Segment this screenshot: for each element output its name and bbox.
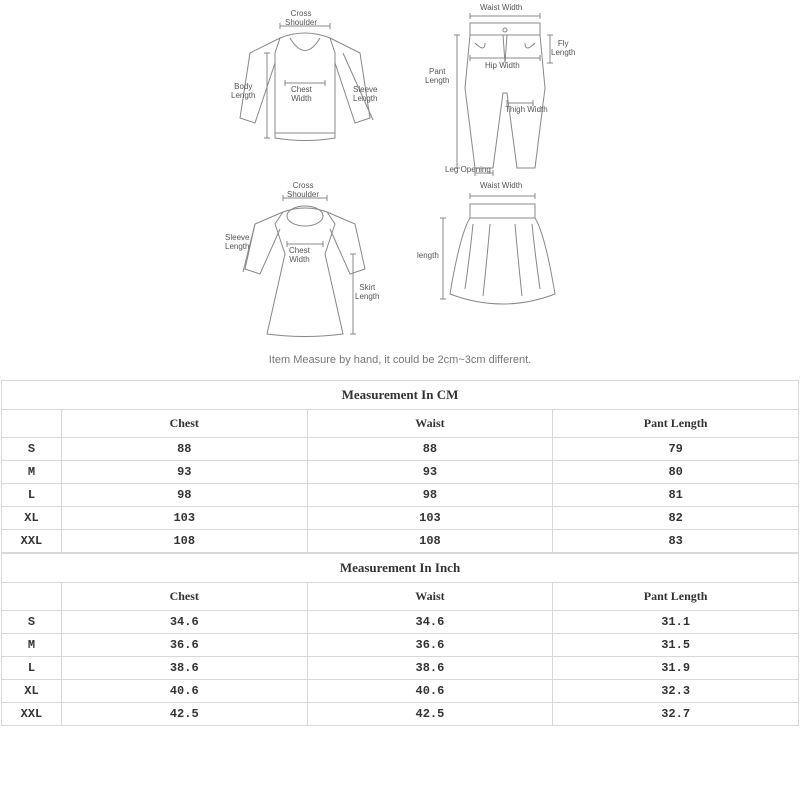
data-cell: 93 xyxy=(61,461,307,484)
label-leg-opening: Leg Opening xyxy=(445,166,491,175)
diagram-pants: Waist Width PantLength Hip Width FlyLeng… xyxy=(425,8,575,178)
table-row: M36.636.631.5 xyxy=(2,634,799,657)
table-row: M939380 xyxy=(2,461,799,484)
diagram-dress: CrossShoulder SleeveLength ChestWidth Sk… xyxy=(225,184,385,344)
table-row: XXL42.542.532.7 xyxy=(2,703,799,726)
label-chest-width: ChestWidth xyxy=(291,86,312,104)
data-cell: 81 xyxy=(553,484,799,507)
data-cell: 88 xyxy=(61,438,307,461)
data-cell: 36.6 xyxy=(61,634,307,657)
data-cell: 83 xyxy=(553,530,799,553)
table-row: XL40.640.632.3 xyxy=(2,680,799,703)
label-waist-width: Waist Width xyxy=(480,4,522,13)
table-inch-title: Measurement In Inch xyxy=(2,554,799,583)
size-cell: S xyxy=(2,611,62,634)
label-body-length: BodyLength xyxy=(231,83,255,101)
data-cell: 42.5 xyxy=(61,703,307,726)
label-skirt-waist: Waist Width xyxy=(480,182,522,191)
data-cell: 80 xyxy=(553,461,799,484)
table-row: XL10310382 xyxy=(2,507,799,530)
data-cell: 32.7 xyxy=(553,703,799,726)
size-cell: M xyxy=(2,461,62,484)
data-cell: 103 xyxy=(307,507,553,530)
table-row: XXL10810883 xyxy=(2,530,799,553)
table-cm-title: Measurement In CM xyxy=(2,381,799,410)
data-cell: 79 xyxy=(553,438,799,461)
data-cell: 38.6 xyxy=(61,657,307,680)
data-cell: 36.6 xyxy=(307,634,553,657)
table-row: L38.638.631.9 xyxy=(2,657,799,680)
data-cell: 31.9 xyxy=(553,657,799,680)
size-cell: XL xyxy=(2,507,62,530)
table-row: S34.634.631.1 xyxy=(2,611,799,634)
label-dress-cross-shoulder: CrossShoulder xyxy=(287,182,319,200)
size-tables: Measurement In CM Chest Waist Pant Lengt… xyxy=(1,380,799,726)
diagram-top: CrossShoulder BodyLength ChestWidth Slee… xyxy=(225,8,385,168)
data-cell: 31.5 xyxy=(553,634,799,657)
label-sleeve-length: SleeveLength xyxy=(353,86,377,104)
size-cell: XXL xyxy=(2,530,62,553)
data-cell: 34.6 xyxy=(61,611,307,634)
label-pant-length: PantLength xyxy=(425,68,449,86)
label-cross-shoulder: CrossShoulder xyxy=(285,10,317,28)
size-cell: XL xyxy=(2,680,62,703)
size-cell: L xyxy=(2,484,62,507)
data-cell: 40.6 xyxy=(307,680,553,703)
table-row: L989881 xyxy=(2,484,799,507)
data-cell: 31.1 xyxy=(553,611,799,634)
data-cell: 34.6 xyxy=(307,611,553,634)
data-cell: 93 xyxy=(307,461,553,484)
label-skirt-len: length xyxy=(417,252,439,261)
label-hip-width: Hip Width xyxy=(485,62,520,71)
data-cell: 98 xyxy=(307,484,553,507)
size-cell: L xyxy=(2,657,62,680)
size-cell: XXL xyxy=(2,703,62,726)
data-cell: 108 xyxy=(61,530,307,553)
label-fly-length: FlyLength xyxy=(551,40,575,58)
data-cell: 42.5 xyxy=(307,703,553,726)
measurement-note: Item Measure by hand, it could be 2cm~3c… xyxy=(269,354,531,366)
data-cell: 32.3 xyxy=(553,680,799,703)
table-cm: Measurement In CM Chest Waist Pant Lengt… xyxy=(1,380,799,553)
table-inch-header: Chest Waist Pant Length xyxy=(2,583,799,611)
data-cell: 103 xyxy=(61,507,307,530)
label-thigh-width: Thigh Width xyxy=(505,106,548,115)
measurement-diagrams: CrossShoulder BodyLength ChestWidth Slee… xyxy=(0,0,800,380)
table-row: S888879 xyxy=(2,438,799,461)
table-inch: Measurement In Inch Chest Waist Pant Len… xyxy=(1,553,799,726)
data-cell: 82 xyxy=(553,507,799,530)
table-cm-header: Chest Waist Pant Length xyxy=(2,410,799,438)
data-cell: 38.6 xyxy=(307,657,553,680)
label-dress-chest: ChestWidth xyxy=(289,247,310,265)
diagram-skirt: Waist Width length xyxy=(425,184,575,324)
data-cell: 108 xyxy=(307,530,553,553)
size-cell: S xyxy=(2,438,62,461)
data-cell: 88 xyxy=(307,438,553,461)
data-cell: 40.6 xyxy=(61,680,307,703)
size-cell: M xyxy=(2,634,62,657)
label-skirt-length: SkirtLength xyxy=(355,284,379,302)
label-dress-sleeve: SleeveLength xyxy=(225,234,249,252)
data-cell: 98 xyxy=(61,484,307,507)
